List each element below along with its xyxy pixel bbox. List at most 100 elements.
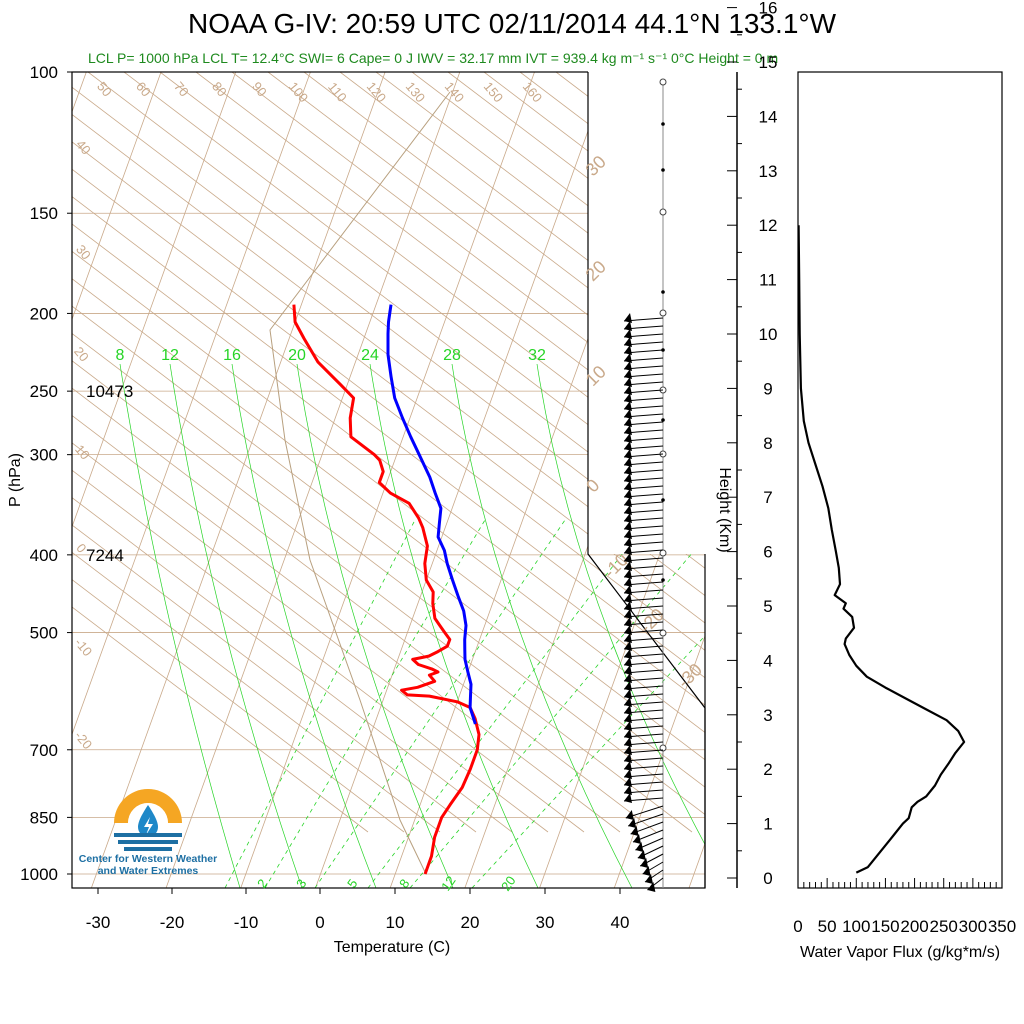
- dry-adiabat-label: 150: [481, 79, 506, 105]
- wind-barb: [623, 577, 664, 587]
- wind-barb: [623, 625, 664, 635]
- p-tick-label: 500: [30, 624, 58, 643]
- p-tick-label: 850: [30, 808, 58, 827]
- height-tick-label: 3: [763, 706, 772, 725]
- height-tick-label: 10: [759, 325, 778, 344]
- wind-barb: [623, 521, 664, 531]
- wind-barb: [623, 641, 664, 651]
- wind-barb: [623, 649, 664, 659]
- temperature-line: [292, 304, 481, 875]
- height-annotation: 7244: [86, 546, 124, 565]
- height-tick-label: 1: [763, 815, 772, 834]
- wind-dot: [661, 418, 665, 422]
- wind-barb: [623, 657, 664, 667]
- moist-adiabat-label: 12: [438, 873, 459, 893]
- wind-barb: [623, 569, 664, 579]
- wind-barb: [623, 417, 664, 427]
- wind-barb: [623, 473, 664, 483]
- cw3e-logo: Center for Western Weather and Water Ext…: [70, 783, 226, 877]
- wind-barb: [623, 481, 664, 491]
- wind-barb: [623, 585, 664, 595]
- height-tick-label: 16: [759, 0, 778, 18]
- wind-barb: [623, 329, 664, 339]
- flux-tick-label: 0: [793, 917, 802, 936]
- height-tick-label: 2: [763, 760, 772, 779]
- x-tick-label: -20: [160, 913, 185, 932]
- wind-barb: [639, 853, 664, 868]
- wind-barb: [635, 837, 664, 852]
- wind-barb: [623, 753, 664, 763]
- wind-barb: [644, 869, 664, 884]
- wind-calm-marker: [659, 78, 667, 86]
- height-tick-label: 4: [763, 651, 772, 670]
- wind-barb: [623, 785, 664, 795]
- wind-barb: [623, 745, 664, 755]
- height-tick-label: 8: [763, 434, 772, 453]
- dry-adiabat-label: 30: [73, 242, 94, 263]
- wind-barb: [623, 433, 664, 443]
- wind-calm-marker: [659, 549, 667, 557]
- height-tick-label: 0: [763, 869, 772, 888]
- wind-barb: [623, 601, 664, 611]
- wind-barb: [623, 593, 664, 603]
- wind-barb: [623, 321, 664, 331]
- wind-barb: [623, 345, 664, 355]
- height-tick-label: 5: [763, 597, 772, 616]
- wind-barb: [642, 861, 664, 876]
- flux-tick-label: 350: [988, 917, 1016, 936]
- dry-adiabat-label: 20: [71, 344, 92, 365]
- height-tick-label: 15: [759, 53, 778, 72]
- x-tick-label: -30: [86, 913, 111, 932]
- height-tick-label: 14: [759, 107, 778, 126]
- p-tick-label: 250: [30, 382, 58, 401]
- p-tick-label: 400: [30, 546, 58, 565]
- height-axis-title: Height (Km): [716, 467, 733, 552]
- dry-adiabat-label: 90: [249, 79, 270, 100]
- mixing-ratio-label: 12: [161, 347, 179, 364]
- wind-barb: [623, 377, 664, 387]
- wind-barb: [623, 713, 664, 723]
- flux-tick-label: 300: [959, 917, 987, 936]
- wind-calm-marker: [659, 309, 667, 317]
- mixing-ratio-label: 16: [223, 347, 241, 364]
- wind-barb: [623, 313, 664, 323]
- y-axis-title: P (hPa): [7, 453, 24, 507]
- flux-tick-label: 100: [842, 917, 870, 936]
- flux-tick-label: 250: [930, 917, 958, 936]
- wind-barb: [623, 673, 664, 683]
- logo-line1: Center for Western Weather: [78, 853, 218, 865]
- x-tick-label: 30: [536, 913, 555, 932]
- x-axis-title: Temperature (C): [334, 939, 450, 956]
- wind-barb: [623, 529, 664, 539]
- logo-icon: [114, 789, 182, 851]
- x-tick-label: 10: [386, 913, 405, 932]
- dry-adiabat-label: 120: [364, 79, 389, 105]
- x-tick-label: 20: [461, 913, 480, 932]
- wind-barb: [623, 497, 664, 507]
- wind-barb: [623, 705, 664, 715]
- wind-barb: [623, 353, 664, 363]
- wind-barb: [623, 561, 664, 571]
- wind-barb: [623, 553, 664, 563]
- height-tick-label: 13: [759, 162, 778, 181]
- height-tick-label: 9: [763, 379, 772, 398]
- dry-adiabat-label: 110: [325, 79, 350, 105]
- height-tick-label: 12: [759, 216, 778, 235]
- mixing-ratio-label: 20: [288, 347, 306, 364]
- dry-adiabat-label: 100: [286, 79, 311, 105]
- wind-dot: [661, 498, 665, 502]
- wind-barb: [623, 369, 664, 379]
- wind-calm-marker: [659, 744, 667, 752]
- height-tick-label: 7: [763, 488, 772, 507]
- wind-barb: [623, 729, 664, 739]
- wind-dot: [661, 168, 665, 172]
- dry-adiabat-label: -20: [72, 728, 96, 752]
- wind-barb: [625, 805, 664, 820]
- flux-tick-label: 50: [818, 917, 837, 936]
- wind-barb: [623, 513, 664, 523]
- wind-barb: [623, 545, 664, 555]
- flux-tick-label: 200: [900, 917, 928, 936]
- wind-barb: [623, 401, 664, 411]
- wind-barb: [623, 489, 664, 499]
